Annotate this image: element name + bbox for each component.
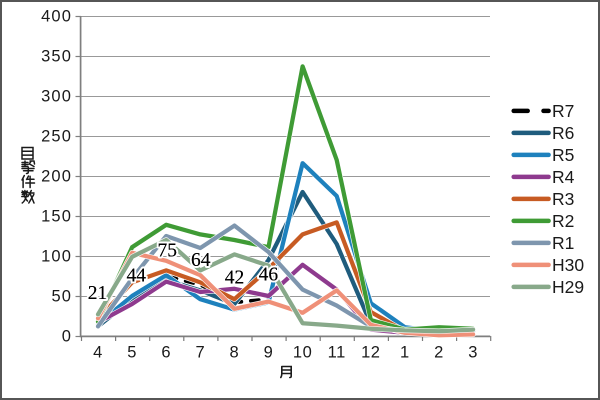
svg-text:7: 7 — [195, 344, 205, 362]
svg-text:5: 5 — [127, 344, 137, 362]
svg-text:21: 21 — [88, 283, 108, 304]
svg-text:6: 6 — [161, 344, 171, 362]
svg-text:12: 12 — [361, 344, 380, 362]
svg-text:44: 44 — [126, 266, 146, 287]
svg-text:R6: R6 — [552, 123, 574, 143]
svg-text:44: 44 — [126, 266, 146, 287]
svg-text:150: 150 — [41, 207, 72, 225]
svg-text:300: 300 — [41, 87, 72, 105]
svg-text:H30: H30 — [552, 255, 584, 275]
svg-text:42: 42 — [225, 267, 245, 288]
svg-text:350: 350 — [41, 47, 72, 65]
svg-text:H29: H29 — [552, 277, 584, 297]
svg-text:R7: R7 — [552, 101, 574, 121]
svg-text:R2: R2 — [552, 211, 574, 231]
svg-text:R4: R4 — [552, 167, 575, 187]
svg-text:75: 75 — [157, 241, 177, 262]
svg-text:250: 250 — [41, 127, 72, 145]
svg-text:10: 10 — [293, 344, 312, 362]
svg-text:R1: R1 — [552, 233, 574, 253]
svg-text:1: 1 — [400, 344, 410, 362]
svg-text:2: 2 — [434, 344, 444, 362]
svg-text:4: 4 — [93, 344, 103, 362]
svg-text:11: 11 — [328, 344, 346, 362]
svg-text:42: 42 — [225, 267, 245, 288]
svg-text:200: 200 — [41, 167, 72, 185]
svg-text:9: 9 — [264, 344, 274, 362]
svg-text:21: 21 — [88, 283, 108, 304]
svg-text:R5: R5 — [552, 145, 574, 165]
svg-text:R3: R3 — [552, 189, 574, 209]
svg-text:46: 46 — [259, 264, 279, 285]
svg-text:64: 64 — [191, 250, 211, 271]
svg-text:3: 3 — [468, 344, 478, 362]
svg-text:100: 100 — [41, 247, 72, 265]
svg-text:75: 75 — [157, 241, 177, 262]
svg-text:50: 50 — [51, 287, 72, 305]
svg-text:46: 46 — [259, 264, 279, 285]
svg-text:0: 0 — [62, 327, 72, 345]
svg-text:8: 8 — [230, 344, 240, 362]
svg-text:64: 64 — [191, 250, 211, 271]
svg-text:400: 400 — [41, 7, 72, 25]
